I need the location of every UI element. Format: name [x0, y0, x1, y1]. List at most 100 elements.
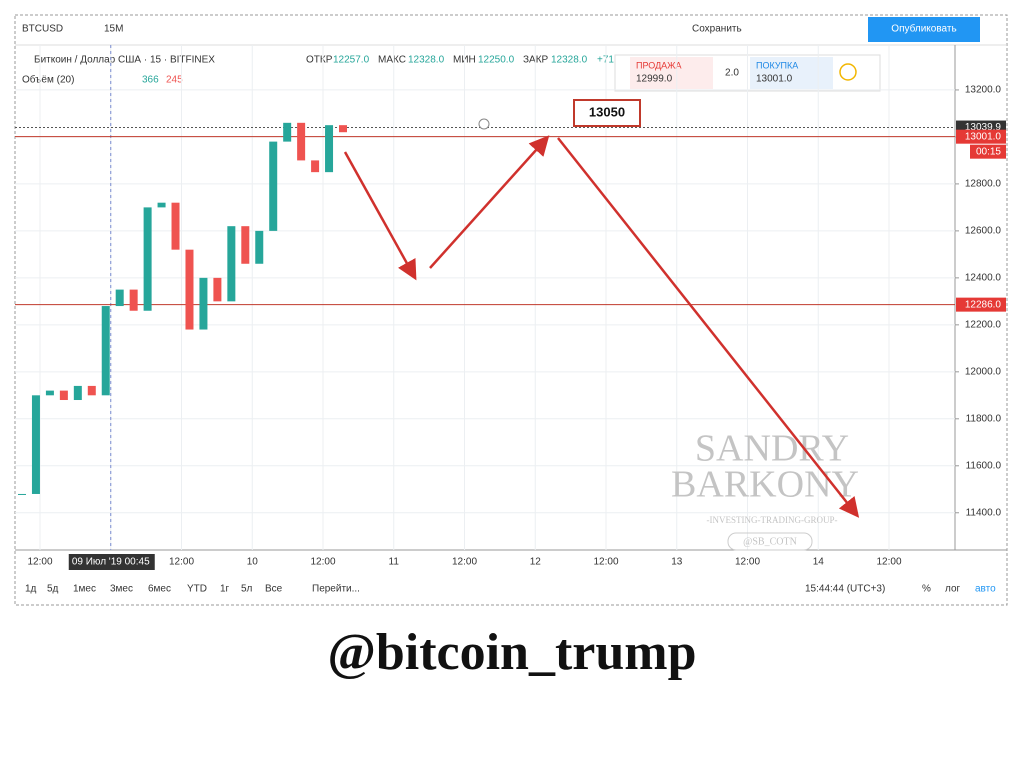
candle: [283, 122, 292, 142]
range-button[interactable]: Все: [265, 584, 283, 595]
price-label-bg: [956, 129, 1006, 144]
candle: [199, 277, 208, 330]
price-label-bg: [956, 297, 1006, 312]
caption: @bitcoin_trump: [327, 624, 696, 681]
interval[interactable]: 15M: [104, 24, 123, 35]
plot: 11400.0 11600.0 11800.0 12000.0 12200.0 12400…: [15, 45, 1007, 570]
candle: [227, 226, 236, 302]
bottom-bar: 15:44:44 (UTC+3) % лог авто Перейти... 1…: [25, 584, 996, 595]
watermark-line: BARKONY: [671, 464, 859, 506]
x-tick-label: 10: [247, 557, 259, 568]
low: 12250.0: [478, 55, 515, 66]
range-button[interactable]: 1г: [220, 584, 230, 595]
x-tick-label: 12:00: [310, 557, 335, 568]
candle: [87, 385, 96, 396]
high-label: МАКС: [378, 55, 406, 66]
y-tick-label: 12600.0: [965, 226, 1002, 237]
x-tick-label: 09 Июл '19 00:45: [72, 557, 150, 568]
watermark-handle: @SB_COTN: [743, 536, 797, 547]
candle: [297, 122, 306, 161]
range-button[interactable]: 1мес: [73, 584, 96, 595]
x-tick-label: 11: [389, 557, 400, 568]
auto-toggle[interactable]: авто: [975, 584, 996, 595]
info-icon[interactable]: [839, 63, 857, 81]
price-label: 12286.0: [965, 299, 1002, 310]
save-button[interactable]: Сохранить: [692, 24, 742, 35]
candle: [185, 249, 194, 330]
buy-box[interactable]: [750, 57, 833, 89]
x-tick-label: 13: [671, 557, 683, 568]
annotation: 13050: [589, 104, 625, 119]
candle: [115, 289, 124, 307]
watermark-line: -INVESTING-TRADING-GROUP-: [707, 515, 838, 525]
candle: [73, 385, 82, 401]
candle: [213, 277, 222, 302]
candle: [171, 202, 180, 250]
candle: [18, 493, 26, 495]
candle: [45, 390, 54, 396]
change: +71.: [597, 55, 617, 66]
y-tick-label: 11400.0: [966, 507, 1002, 518]
open-label: ОТКР: [306, 55, 333, 66]
instrument: Биткоин / Доллар США · 15 · BITFINEX: [34, 55, 215, 66]
x-tick-label: 12:00: [452, 557, 477, 568]
range-button[interactable]: YTD: [187, 584, 207, 595]
candle: [255, 230, 264, 264]
arrow: [557, 137, 860, 518]
close: 12328.0: [551, 55, 588, 66]
buy-price[interactable]: 13001.0: [756, 74, 793, 85]
goto[interactable]: Перейти...: [312, 584, 360, 595]
range-button[interactable]: 5д: [47, 584, 59, 595]
candle: [31, 395, 40, 494]
candle: [157, 202, 166, 208]
y-tick-label: 13200.0: [965, 85, 1002, 96]
arrow: [429, 135, 550, 269]
volume-1: 366: [142, 75, 159, 86]
log-toggle[interactable]: лог: [945, 584, 961, 595]
x-tick-label: 12:00: [876, 557, 901, 568]
high: 12328.0: [408, 55, 445, 66]
volume-2: 245: [166, 75, 183, 86]
handle[interactable]: [478, 118, 490, 130]
range-button[interactable]: 3мес: [110, 584, 133, 595]
candle: [325, 125, 334, 173]
range-button[interactable]: 5л: [241, 584, 253, 595]
x-tick-label: 12:00: [169, 557, 194, 568]
annotation-box: [573, 99, 641, 127]
price-label: 13001.0: [965, 131, 1002, 142]
watermark-badge: [727, 532, 813, 551]
watermark-line: SANDRY: [695, 428, 849, 470]
symbol[interactable]: BTCUSD: [22, 24, 63, 35]
sell-box[interactable]: [630, 57, 713, 89]
y-tick-label: 12800.0: [965, 179, 1002, 190]
percent-toggle[interactable]: %: [922, 584, 931, 595]
candle: [311, 160, 320, 173]
clock: 15:44:44 (UTC+3): [805, 584, 885, 595]
candle: [241, 226, 250, 264]
candle: [101, 306, 110, 396]
x-tick-label: 12:00: [735, 557, 760, 568]
y-tick-label: 12400.0: [965, 272, 1002, 283]
range-button[interactable]: 6мес: [148, 584, 171, 595]
x-tick-label: 12:00: [593, 557, 618, 568]
watermark: SANDRY BARKONY -INVESTING-TRADING-GROUP-…: [671, 428, 859, 551]
publish-label[interactable]: Опубликовать: [891, 23, 956, 35]
y-tick-label: 11600.0: [966, 460, 1002, 471]
publish-button[interactable]: [868, 17, 980, 42]
y-tick-label: 12000.0: [965, 366, 1002, 377]
buy-label[interactable]: ПОКУПКА: [756, 60, 798, 70]
sell-price[interactable]: 12999.0: [636, 74, 673, 85]
candle: [143, 207, 152, 311]
range-button[interactable]: 1д: [25, 584, 37, 595]
arrows: [343, 135, 860, 518]
sell-label[interactable]: ПРОДАЖА: [636, 60, 682, 70]
y-tick-label: 11800.0: [966, 413, 1002, 424]
toolbar: BTCUSD 15M Сохранить Опубликовать: [15, 17, 1007, 46]
candle: [129, 289, 138, 311]
spread: 2.0: [725, 68, 739, 79]
close-label: ЗАКР: [523, 55, 549, 66]
x-tick-label: 14: [813, 557, 825, 568]
candle: [59, 390, 68, 401]
crosshair-label-bg: [68, 554, 155, 570]
